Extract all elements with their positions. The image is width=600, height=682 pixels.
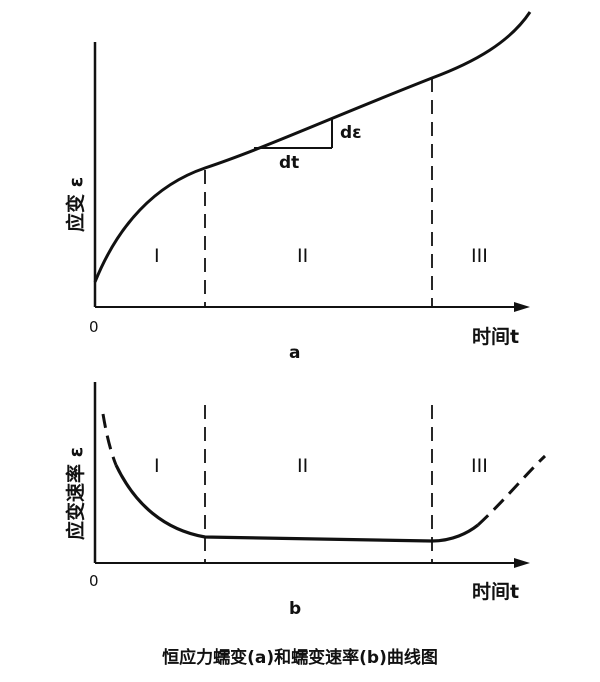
- creep-rate-primary-dashed: [101, 413, 118, 466]
- plot-a-panel-label: a: [289, 343, 300, 363]
- plot-b-stage-label-1: I: [154, 455, 160, 477]
- plot-b-stage-label-3: III: [471, 455, 488, 477]
- plot-a-stage-label-2: II: [297, 245, 308, 267]
- slope-label-de: dε: [340, 123, 362, 143]
- creep-rate-tertiary-dashed: [476, 454, 547, 527]
- creep-strain-curve: [93, 11, 532, 283]
- plot-a-origin-label: 0: [89, 318, 99, 336]
- plot-b-stage-label-2: II: [297, 455, 308, 477]
- plot-a-x-axis-arrow: [514, 302, 530, 312]
- plot-a-y-axis-label: 应变 ε: [64, 177, 87, 232]
- plot-a-x-axis-label: 时间t: [472, 326, 519, 348]
- strain-rate-time-plot: 应变速率 ε 0 时间t b I II III: [64, 382, 547, 619]
- figure-caption: 恒应力蠕变(a)和蠕变速率(b)曲线图: [162, 647, 438, 668]
- slope-label-dt: dt: [279, 153, 299, 173]
- plot-b-y-axis-label: 应变速率 ε: [64, 447, 87, 540]
- plot-b-origin-label: 0: [89, 572, 99, 590]
- plot-a-stage-label-1: I: [154, 245, 160, 267]
- plot-b-panel-label: b: [289, 599, 301, 619]
- creep-rate-curve: [114, 464, 479, 543]
- plot-b-x-axis-arrow: [514, 558, 530, 568]
- plot-b-x-axis-label: 时间t: [472, 581, 519, 603]
- strain-time-plot: 应变 ε 0 时间t a I II III dε dt: [64, 11, 532, 363]
- plot-a-stage-label-3: III: [471, 245, 488, 267]
